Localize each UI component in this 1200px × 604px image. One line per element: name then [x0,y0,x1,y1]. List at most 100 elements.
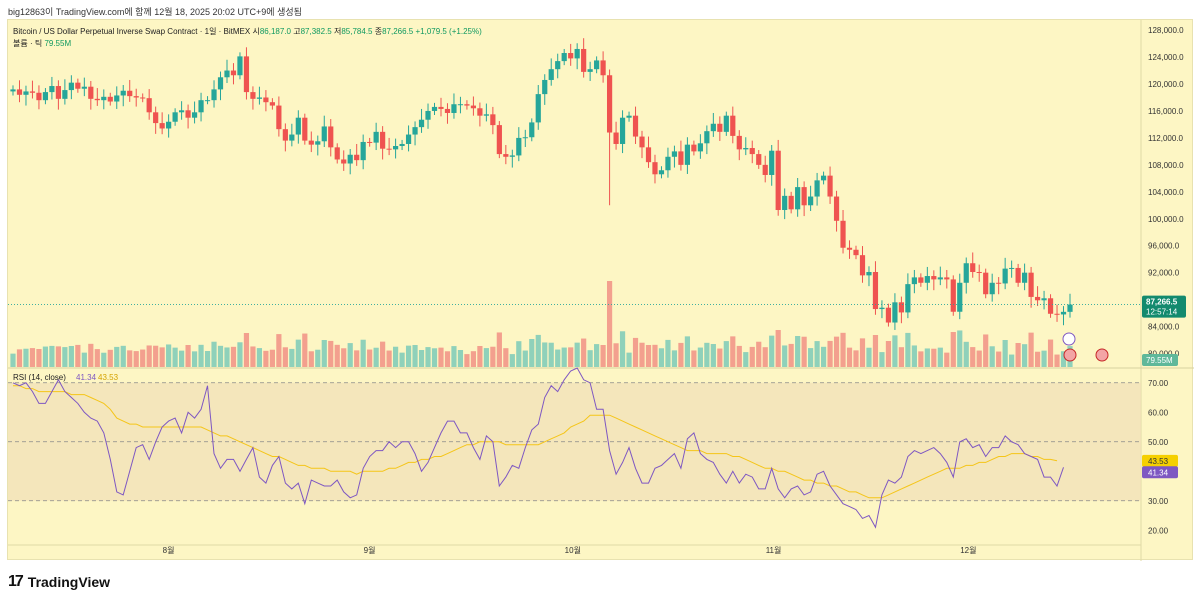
volume-bar [944,352,950,367]
price-badge-countdown: 12:57:14 [1146,308,1178,317]
volume-bar [140,349,146,367]
volume-bar [820,346,827,367]
ohlc-header: Bitcoin / US Dollar Perpetual Inverse Sw… [13,27,482,36]
candle-body [380,131,386,149]
candle-body [756,154,762,165]
candle-body [256,97,263,99]
volume-bar [950,332,956,367]
candle-body [185,110,191,118]
symbol-title: Bitcoin / US Dollar Perpetual Inverse Sw… [13,27,251,36]
change-value: +1,079.5 (+1.25%) [415,27,482,36]
volume-bar [49,345,55,367]
open-value: 86,187.0 [259,27,291,36]
candle-body [619,117,626,144]
candle-body [10,89,16,92]
volume-bar [574,342,580,367]
volume-bar [1028,332,1034,367]
x-axis-label: 10월 [565,545,581,555]
volume-bar [101,352,107,367]
candle-body [230,70,237,76]
candle-body [321,126,327,142]
candle-body [457,104,464,106]
candle-body [198,100,204,113]
volume-bar [983,334,989,367]
volume-label: 볼륨 · 틱 [13,39,43,48]
candle-body [75,82,81,89]
volume-bar [924,348,930,367]
candle-body [885,307,892,323]
candle-body [470,105,477,109]
volume-bar [159,347,165,367]
volume-bar [594,344,600,367]
volume-value: 79.55M [44,39,72,48]
candle-body [451,104,457,113]
candle-body [146,98,152,113]
volume-bar [107,349,113,367]
volume-bar [490,346,496,367]
chart-svg[interactable]: 80,000.084,000.092,000.096,000.0100,000.… [8,20,1194,561]
candle-body [594,60,600,70]
candle-body [671,151,678,157]
volume-bar [191,351,198,367]
volume-bar [1041,350,1047,367]
volume-bar [289,348,295,367]
candle-body [49,86,55,93]
candle-body [127,90,133,97]
rsi-badge [1142,466,1178,479]
volume-bar [833,336,840,367]
volume-bar [451,346,457,367]
x-axis-label: 12월 [960,545,976,555]
volume-bar [438,347,444,367]
candle-body [431,106,438,111]
candle-body [94,98,100,101]
candle-body [833,196,840,221]
candle-body [55,86,61,99]
price-tick-label: 108,000.0 [1148,161,1184,170]
volume-bar [29,348,36,367]
candle-body [477,108,483,116]
volume-bar [970,347,976,367]
volume-bar [295,339,301,367]
volume-bar [1022,344,1028,367]
volume-bar [535,334,541,367]
volume-bar [308,351,314,367]
brand-name: TradingView [27,574,111,590]
volume-bar [380,341,386,367]
candle-body [911,277,917,285]
candle-body [204,100,211,102]
candle-body [1002,268,1008,284]
candle-body [717,123,723,132]
candle-body [367,141,373,143]
volume-bar [613,343,619,367]
volume-bar [1034,351,1041,367]
candle-body [1034,296,1041,301]
volume-bar [1060,351,1067,367]
candle-body [529,122,535,138]
volume-bar [172,347,178,367]
volume-bar [204,351,211,367]
volume-bar [788,343,794,367]
candle-body [438,106,444,109]
candle-body [81,86,87,89]
volume-bar [457,350,464,367]
candle-body [412,127,418,135]
low-value: 85,784.5 [341,27,373,36]
volume-bar [269,349,275,367]
candle-body [976,271,982,273]
volume-bar [918,351,924,367]
volume-bar [392,346,399,367]
volume-bar [717,348,723,367]
volume-bar [808,348,814,367]
volume-bar [250,346,256,367]
volume-bar [600,345,606,367]
chart-area[interactable]: 80,000.084,000.092,000.096,000.0100,000.… [7,19,1194,561]
candle-body [691,144,697,152]
candle-body [555,61,561,70]
price-tick-label: 96,000.0 [1148,242,1180,251]
candle-body [1060,311,1067,315]
volume-bar [68,346,74,367]
volume-bar [989,346,995,367]
candle-body [516,137,522,156]
volume-bar [866,347,872,367]
volume-bar [418,350,425,367]
